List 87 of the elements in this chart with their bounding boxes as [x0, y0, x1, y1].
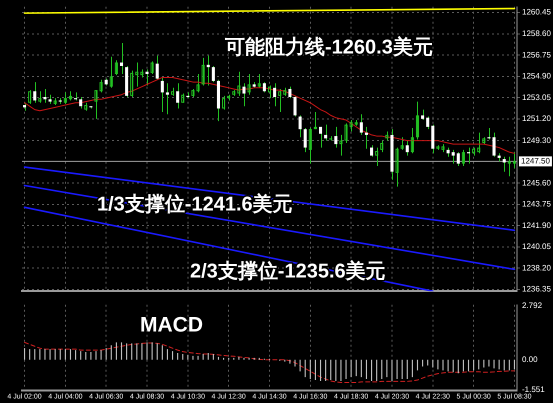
y-tick-label: 1245.60	[522, 178, 552, 188]
candlestick	[110, 56, 113, 88]
candlestick	[446, 147, 450, 158]
candlestick	[385, 130, 388, 142]
candlestick	[38, 90, 42, 104]
candlestick	[206, 55, 210, 86]
candlestick	[237, 71, 240, 96]
candlestick	[156, 55, 159, 80]
candlestick	[130, 70, 134, 98]
candlestick	[416, 101, 420, 140]
candlestick	[176, 82, 180, 109]
candlestick	[135, 62, 138, 88]
candlestick	[212, 65, 215, 83]
y-tick-label: 1260.45	[522, 8, 552, 17]
candlestick	[120, 42, 124, 75]
candlestick	[268, 85, 272, 99]
y-tick-label: 1236.35	[522, 284, 552, 294]
candlestick	[181, 93, 184, 104]
candlestick	[288, 86, 292, 99]
y-tick-label: 2.792	[522, 301, 543, 310]
candlestick	[68, 90, 72, 101]
candlestick	[431, 124, 434, 154]
y-tick-label: 1238.20	[522, 263, 552, 272]
candlestick	[426, 116, 430, 130]
y-tick-label: 1251.20	[522, 114, 552, 124]
candlestick	[94, 90, 98, 120]
candlestick	[262, 82, 266, 93]
candlestick	[456, 152, 460, 166]
candlestick	[380, 140, 384, 153]
y-tick-label: 1240.05	[522, 242, 552, 252]
candlestick	[462, 149, 465, 166]
candlestick	[248, 74, 251, 96]
candlestick	[370, 144, 374, 158]
candlestick	[79, 96, 82, 109]
candlestick	[350, 119, 353, 132]
y-tick-label: 0.00	[522, 354, 538, 364]
candlestick	[278, 88, 282, 112]
candlestick	[202, 57, 205, 86]
candlestick	[64, 92, 67, 104]
candlestick	[28, 90, 32, 104]
candlestick	[150, 60, 154, 75]
candlestick	[160, 76, 164, 112]
candlestick	[293, 95, 297, 118]
candlestick	[100, 79, 103, 93]
candlestick	[360, 114, 363, 136]
candlestick	[396, 147, 399, 188]
y-tick-label: 1249.30	[522, 136, 552, 145]
candlestick	[273, 82, 276, 107]
candlestick	[487, 128, 490, 140]
candlestick	[492, 132, 496, 158]
candlestick	[452, 149, 455, 164]
candlestick	[196, 74, 200, 93]
ref-line-label: 1247.50	[521, 156, 550, 166]
candlestick	[375, 147, 378, 166]
candlestick	[304, 128, 307, 153]
candlestick	[298, 114, 302, 138]
annotation: 可能阻力线-1260.3美元	[224, 36, 433, 59]
candlestick	[319, 126, 322, 148]
candlestick	[308, 128, 312, 164]
y-tick-label: 1243.75	[522, 200, 552, 209]
candlestick	[339, 134, 342, 156]
y-tick-label: 1258.60	[522, 29, 552, 38]
candlestick	[466, 147, 470, 164]
candlestick	[258, 74, 261, 88]
candlestick	[400, 136, 404, 150]
candlestick	[406, 140, 409, 156]
candlestick	[145, 68, 149, 86]
candlestick	[324, 124, 328, 142]
y-tick-label: 1256.75	[522, 50, 552, 60]
candlestick	[477, 132, 480, 154]
y-tick-label: -1.551	[522, 384, 546, 394]
candlestick	[364, 126, 368, 150]
candlestick	[334, 126, 338, 148]
y-tick-label: 1254.90	[522, 72, 552, 81]
candlestick	[114, 60, 118, 76]
candlestick	[242, 82, 246, 107]
line-series	[24, 342, 515, 383]
candlestick	[410, 128, 414, 154]
candlestick	[43, 88, 46, 104]
candlestick	[222, 95, 226, 110]
candlestick	[502, 156, 506, 172]
y-tick-label: 1253.05	[522, 92, 552, 102]
y-tick-label: 1241.90	[522, 220, 552, 230]
chart-title: MACD	[140, 313, 203, 336]
candlestick	[421, 109, 424, 120]
candlestick	[344, 122, 348, 144]
candlestick	[33, 82, 36, 104]
